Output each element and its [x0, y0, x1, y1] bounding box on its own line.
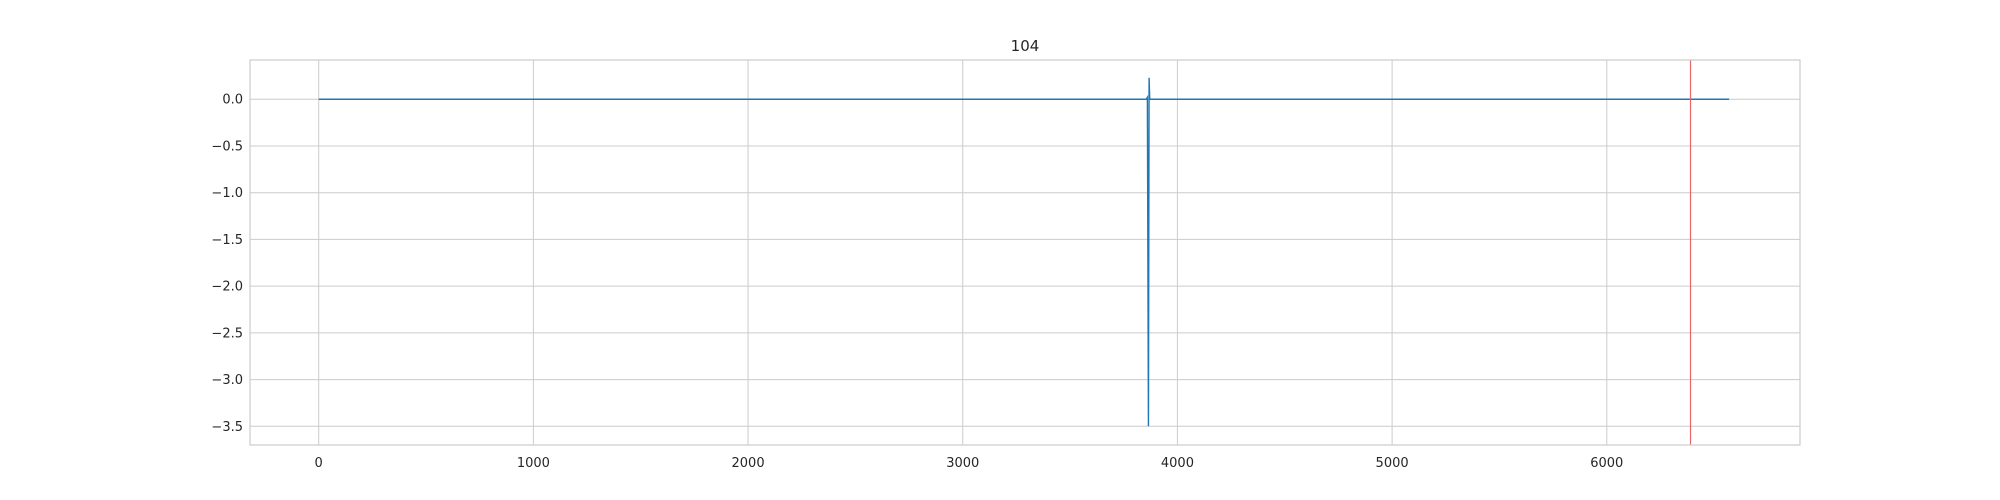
x-tick-label: 1000	[517, 456, 550, 471]
plot-frame	[249, 59, 1801, 446]
y-tick-label: −0.5	[211, 139, 243, 154]
plot-background	[250, 60, 1800, 445]
y-tick-label: −2.0	[211, 280, 243, 295]
x-tick-label: 0	[315, 456, 323, 471]
x-tick-label: 4000	[1161, 456, 1194, 471]
chart-title: 104	[1011, 37, 1040, 55]
grid-lines	[250, 60, 1800, 445]
y-tick-label: 0.0	[222, 93, 243, 108]
x-tick-label: 5000	[1376, 456, 1409, 471]
y-tick-label: −1.5	[211, 233, 243, 248]
x-tick-label: 3000	[946, 456, 979, 471]
x-tick-label: 2000	[732, 456, 765, 471]
y-tick-label: −3.0	[211, 373, 243, 388]
y-tick-label: −1.0	[211, 186, 243, 201]
series-line	[318, 77, 1730, 427]
y-tick-label: −2.5	[211, 326, 243, 341]
x-tick-label: 6000	[1590, 456, 1623, 471]
y-tick-label: −3.5	[211, 420, 243, 435]
